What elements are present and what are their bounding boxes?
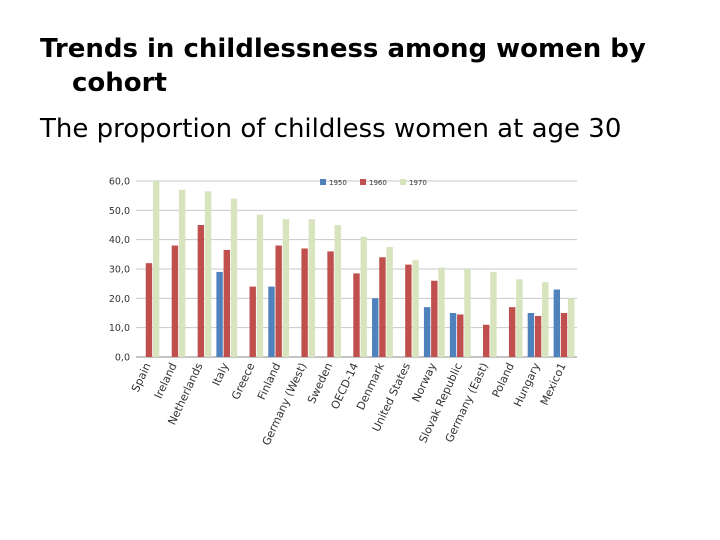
bar-1970 bbox=[256, 214, 264, 357]
legend-swatch bbox=[360, 179, 366, 185]
bar-1970 bbox=[516, 279, 523, 357]
bar-1970 bbox=[334, 225, 341, 357]
y-tick-label: 40,0 bbox=[109, 235, 130, 246]
bar-1950 bbox=[268, 286, 275, 357]
bar-1960 bbox=[560, 313, 568, 357]
legend-swatch bbox=[400, 179, 406, 185]
legend-swatch bbox=[320, 179, 326, 185]
bar-1960 bbox=[534, 315, 542, 357]
bar-1960 bbox=[379, 257, 386, 357]
bar-1950 bbox=[372, 298, 379, 357]
y-tick-label: 0,0 bbox=[115, 353, 130, 364]
bar-1960 bbox=[301, 248, 308, 357]
slide-title: Trends in childlessness among women by c… bbox=[40, 34, 646, 98]
x-tick-label: Greece bbox=[229, 361, 257, 402]
bar-1960 bbox=[353, 273, 360, 357]
bar-1970 bbox=[490, 271, 497, 357]
bar-1960 bbox=[275, 245, 282, 357]
bar-1970 bbox=[308, 219, 316, 357]
bar-1970 bbox=[464, 269, 471, 357]
bar-1970 bbox=[542, 282, 549, 357]
y-tick-label: 60,0 bbox=[109, 177, 130, 188]
bar-1970 bbox=[178, 189, 186, 357]
legend-label: 1950 bbox=[329, 179, 347, 187]
bar-1960 bbox=[249, 286, 256, 357]
y-tick-label: 30,0 bbox=[109, 265, 130, 276]
bar-1970 bbox=[438, 267, 445, 357]
bar-1970 bbox=[282, 219, 290, 357]
x-tick-label: Ireland bbox=[152, 361, 180, 401]
bar-1970 bbox=[360, 236, 367, 357]
x-tick-label: Finland bbox=[255, 361, 283, 402]
x-tick-label: Mexico1 bbox=[538, 361, 569, 408]
y-tick-label: 10,0 bbox=[109, 323, 130, 334]
x-tick-label: Norway bbox=[410, 360, 440, 404]
x-tick-label: Spain bbox=[129, 361, 154, 394]
y-tick-label: 50,0 bbox=[109, 206, 130, 217]
bar-1970 bbox=[568, 298, 575, 357]
bar-1960 bbox=[223, 249, 230, 357]
bar-1960 bbox=[327, 251, 334, 357]
bar-1950 bbox=[449, 313, 457, 357]
bar-1970 bbox=[204, 191, 212, 357]
slide-subtitle: The proportion of childless women at age… bbox=[40, 114, 622, 144]
bar-1960 bbox=[508, 307, 516, 357]
bar-1950 bbox=[216, 271, 223, 357]
bar-1960 bbox=[431, 280, 438, 357]
bar-1960 bbox=[197, 225, 205, 357]
bar-1970 bbox=[412, 260, 419, 357]
legend-label: 1970 bbox=[409, 179, 427, 187]
bar-1970 bbox=[386, 247, 393, 357]
chart: 0,0 10,0 20,0 30,0 40,0 50,0 60,0 Spain Ireland N… bbox=[90, 166, 590, 476]
y-tick-label: 20,0 bbox=[109, 294, 130, 305]
bar-1960 bbox=[145, 263, 153, 357]
bar-1950 bbox=[423, 307, 431, 357]
bar-1960 bbox=[405, 264, 412, 357]
x-tick-label: Poland bbox=[490, 361, 517, 400]
bar-1960 bbox=[483, 324, 490, 357]
bar-1950 bbox=[553, 289, 561, 357]
bar-1970 bbox=[230, 198, 238, 357]
bar-1960 bbox=[171, 245, 179, 357]
legend-label: 1960 bbox=[369, 179, 387, 187]
bar-1970 bbox=[152, 181, 160, 357]
bar-1960 bbox=[457, 314, 464, 357]
bar-1950 bbox=[527, 313, 535, 357]
x-tick-label: Italy bbox=[210, 360, 232, 388]
